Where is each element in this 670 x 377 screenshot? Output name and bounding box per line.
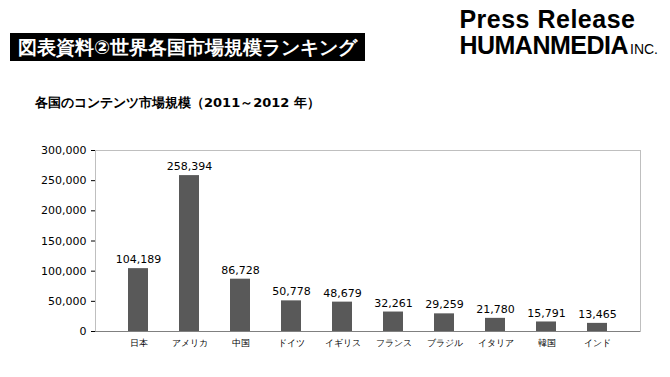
- svg-text:0: 0: [80, 325, 87, 338]
- svg-text:50,778: 50,778: [272, 285, 311, 298]
- svg-text:50,000: 50,000: [48, 295, 87, 308]
- svg-text:300,000: 300,000: [41, 144, 87, 157]
- svg-text:258,394: 258,394: [167, 160, 213, 173]
- html-text:HUMANMEDIAINC.: HUMANMEDIAINC.: [459, 31, 658, 59]
- svg-text:200,000: 200,000: [41, 204, 87, 217]
- svg-text:アメリカ: アメリカ: [172, 338, 208, 348]
- svg-text:中国: 中国: [232, 338, 250, 348]
- svg-text:ドイツ: ドイツ: [278, 338, 305, 348]
- svg-text:イギリス: イギリス: [325, 338, 361, 348]
- svg-text:29,259: 29,259: [425, 298, 464, 311]
- svg-text:86,728: 86,728: [221, 264, 260, 277]
- svg-text:日本: 日本: [130, 338, 148, 348]
- svg-text:15,791: 15,791: [527, 306, 566, 319]
- svg-text:ブラジル: ブラジル: [427, 338, 463, 348]
- svg-text:インド: インド: [584, 338, 611, 348]
- svg-text:13,465: 13,465: [578, 308, 617, 321]
- html-text:Press Release: Press Release: [459, 5, 636, 33]
- html-text:各国のコンテンツ市場規模（2011～2012 年）: 各国のコンテンツ市場規模（2011～2012 年）: [35, 95, 320, 110]
- svg-text:イタリア: イタリア: [478, 338, 514, 348]
- svg-text:韓国: 韓国: [538, 338, 556, 348]
- html-text:図表資料②世界各国市場規模ランキング: 図表資料②世界各国市場規模ランキング: [18, 36, 358, 58]
- svg-text:150,000: 150,000: [41, 235, 87, 248]
- svg-text:104,189: 104,189: [116, 253, 162, 266]
- svg-text:21,780: 21,780: [476, 303, 515, 316]
- svg-text:250,000: 250,000: [41, 174, 87, 187]
- svg-text:32,261: 32,261: [374, 297, 413, 310]
- svg-text:48,679: 48,679: [323, 287, 362, 300]
- svg-text:100,000: 100,000: [41, 265, 87, 278]
- svg-text:フランス: フランス: [376, 338, 412, 348]
